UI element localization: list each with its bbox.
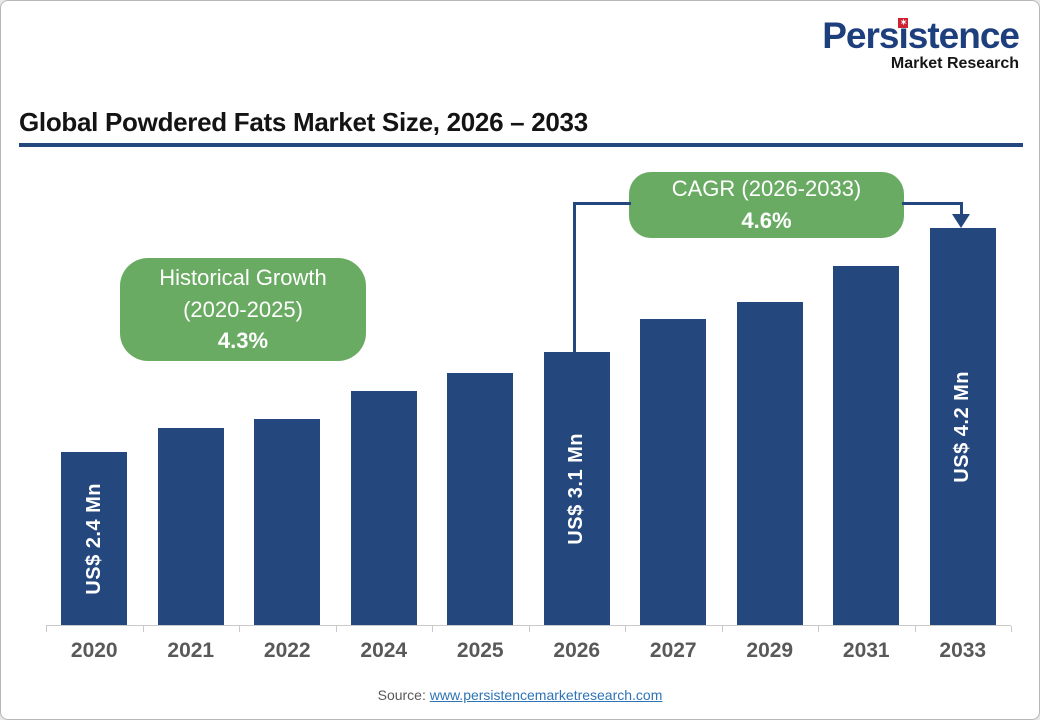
brand-letter-i: ✶ ı xyxy=(898,15,909,56)
brand-logo: Pers ✶ ıstence Market Research xyxy=(822,15,1020,72)
cagr-line1: CAGR (2026-2033) xyxy=(671,176,862,202)
chart-slot-2026: US$ 3.1 Mn 2026 xyxy=(529,161,626,662)
x-tick-label-2029: 2029 xyxy=(746,639,794,662)
brand-subtitle: Market Research xyxy=(890,55,1019,72)
chart-slot-2029: 2029 xyxy=(722,161,819,662)
x-tick-label-2031: 2031 xyxy=(842,639,890,662)
bar-2031 xyxy=(833,266,900,625)
x-tick-label-2021: 2021 xyxy=(167,639,215,662)
source-label: Source: xyxy=(377,687,426,703)
bar-2033: US$ 4.2 Mn xyxy=(929,228,996,625)
bar-2024 xyxy=(350,391,417,625)
cagr-connector-right-vertical xyxy=(960,202,963,215)
chart-slot-2031: 2031 xyxy=(818,161,915,662)
brand-name: Pers ✶ ıstence xyxy=(822,15,1020,56)
bar-value-label-2033: US$ 4.2 Mn xyxy=(951,370,974,483)
x-tick-label-2026: 2026 xyxy=(553,639,601,662)
cagr-callout: CAGR (2026-2033) 4.6% xyxy=(629,172,904,238)
bar-value-label-2020: US$ 2.4 Mn xyxy=(82,482,105,595)
arrow-down-icon xyxy=(952,214,970,228)
historical-growth-value: 4.3% xyxy=(217,328,269,354)
x-tick-label-2022: 2022 xyxy=(263,639,311,662)
historical-growth-line2: (2020-2025) xyxy=(183,296,303,322)
bar-value-label-2026: US$ 3.1 Mn xyxy=(565,432,588,545)
brand-text-prefix: Pers xyxy=(822,15,899,56)
bar-2025 xyxy=(447,373,514,625)
source-link[interactable]: www.persistencemarketresearch.com xyxy=(429,687,663,703)
x-tick-label-2033: 2033 xyxy=(939,639,987,662)
chart-slot-2022: 2022 xyxy=(239,161,336,662)
x-tick-label-2025: 2025 xyxy=(456,639,504,662)
bar-2020: US$ 2.4 Mn xyxy=(61,452,128,625)
historical-growth-callout: Historical Growth (2020-2025) 4.3% xyxy=(120,258,366,361)
cagr-connector-left-horizontal xyxy=(573,202,631,205)
page-title: Global Powdered Fats Market Size, 2026 –… xyxy=(19,107,588,137)
cagr-value: 4.6% xyxy=(741,208,792,233)
cagr-connector-left-vertical xyxy=(573,202,576,353)
chart-slot-2027: 2027 xyxy=(625,161,722,662)
bar-2022 xyxy=(254,419,321,625)
x-tick-label-2024: 2024 xyxy=(360,639,408,662)
cagr-connector-right-horizontal xyxy=(902,202,963,205)
source-line: Source: www.persistencemarketresearch.co… xyxy=(1,687,1039,703)
brand-text-suffix: stence xyxy=(907,15,1020,56)
bar-2021 xyxy=(157,428,224,625)
chart-slot-2024: 2024 xyxy=(336,161,433,662)
logo-star-icon: ✶ xyxy=(898,18,909,28)
bar-chart: US$ 2.4 Mn 2020 2021 2022 2024 2025 US$ 3.1 Mn… xyxy=(46,161,1012,662)
x-tick-label-2027: 2027 xyxy=(649,639,697,662)
bar-2026: US$ 3.1 Mn xyxy=(543,352,610,625)
x-tick-label-2020: 2020 xyxy=(70,639,118,662)
chart-slot-2021: 2021 xyxy=(143,161,240,662)
title-underline xyxy=(19,143,1023,147)
historical-growth-line1: Historical Growth xyxy=(159,264,327,290)
chart-slot-2033: US$ 4.2 Mn 2033 xyxy=(915,161,1012,662)
brand-text-i: ı xyxy=(898,15,908,56)
bar-2029 xyxy=(736,302,803,625)
chart-slot-2020: US$ 2.4 Mn 2020 xyxy=(46,161,143,662)
chart-slot-2025: 2025 xyxy=(432,161,529,662)
bar-2027 xyxy=(640,319,707,625)
